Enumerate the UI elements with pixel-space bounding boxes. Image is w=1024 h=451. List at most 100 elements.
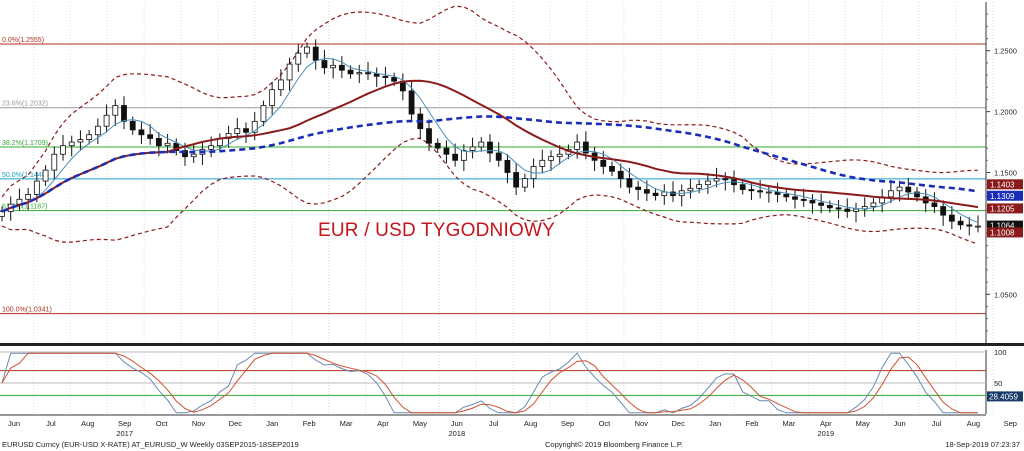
month-label: Jun bbox=[894, 419, 906, 428]
price-tag-bg bbox=[987, 179, 1023, 190]
candle-body bbox=[33, 180, 40, 195]
candle-body bbox=[190, 153, 197, 158]
candle-body bbox=[696, 184, 703, 189]
month-label: Jan bbox=[709, 419, 721, 428]
candle-body bbox=[853, 208, 859, 212]
candle-body bbox=[931, 202, 938, 207]
month-label: Apr bbox=[377, 419, 389, 428]
candle-body bbox=[112, 105, 119, 116]
panel-separator bbox=[0, 343, 1024, 346]
price-tick-label: 1.2000 bbox=[994, 108, 1017, 117]
month-label: Nov bbox=[192, 419, 206, 428]
oscillator-signal-line bbox=[1, 352, 978, 414]
candle-body bbox=[338, 64, 345, 71]
candle-body bbox=[905, 186, 912, 193]
candle-body bbox=[321, 60, 328, 69]
candle-body bbox=[844, 208, 851, 212]
month-label: Aug bbox=[81, 419, 94, 428]
month-label: Aug bbox=[967, 419, 980, 428]
candle-body bbox=[948, 214, 955, 222]
candle-body bbox=[748, 189, 755, 192]
candle-body bbox=[86, 134, 93, 141]
candle-body bbox=[809, 200, 816, 204]
month-label: Apr bbox=[820, 419, 832, 428]
candle-body bbox=[513, 172, 520, 188]
time-axis: Jun Jul Aug Sep Oct Nov Dec Jan Feb Mar Apr May Jun J… bbox=[0, 414, 1017, 438]
candle-body bbox=[138, 129, 145, 136]
candle-body bbox=[391, 77, 398, 82]
candle-body bbox=[77, 139, 84, 143]
price-tag-text: 1.1064 bbox=[990, 222, 1015, 231]
price-tag-bg bbox=[987, 190, 1023, 201]
candle-body bbox=[548, 156, 554, 161]
candle-body bbox=[957, 220, 964, 226]
month-label: Jul bbox=[46, 419, 56, 428]
price-tag: 1.1309 bbox=[987, 190, 1023, 201]
candle-body bbox=[51, 153, 58, 171]
candle-body bbox=[792, 196, 798, 200]
candle-body bbox=[504, 159, 511, 173]
candle-body bbox=[356, 72, 363, 75]
month-label: Sep bbox=[1004, 419, 1017, 428]
candle-body bbox=[765, 191, 772, 194]
candle-body bbox=[626, 178, 633, 188]
candle-body bbox=[277, 79, 284, 91]
candle-body bbox=[914, 191, 920, 198]
fib-label: 38.2%(1.1709) bbox=[2, 140, 48, 147]
candle-body bbox=[713, 178, 720, 182]
oscillator-panel: 100 50 28.4059 bbox=[0, 343, 1024, 414]
ma-short-line bbox=[1, 57, 979, 224]
month-label: Feb bbox=[303, 419, 316, 428]
candle-body bbox=[434, 142, 441, 149]
candle-body bbox=[966, 224, 973, 227]
candle-body bbox=[129, 120, 136, 131]
candle-body bbox=[635, 186, 642, 190]
candle-body bbox=[896, 186, 903, 192]
candle-body bbox=[269, 89, 276, 106]
month-label: Feb bbox=[746, 419, 759, 428]
sub-tick-label: 50 bbox=[994, 379, 1002, 388]
month-label: May bbox=[856, 419, 870, 428]
candle-body bbox=[286, 63, 293, 81]
candle-body bbox=[469, 146, 476, 151]
candle-body bbox=[68, 141, 75, 147]
candle-body bbox=[208, 145, 215, 150]
candle-body bbox=[739, 184, 746, 190]
candle-body bbox=[164, 142, 171, 147]
candle-body bbox=[661, 191, 668, 197]
candle-body bbox=[365, 72, 371, 75]
year-label: 2019 bbox=[817, 429, 834, 438]
footer-right: 18-Sep-2019 07:23:37 bbox=[945, 440, 1020, 449]
month-label: Nov bbox=[635, 419, 649, 428]
candle-body bbox=[722, 178, 729, 181]
ma-long-line bbox=[1, 115, 979, 213]
month-label: Aug bbox=[524, 419, 537, 428]
year-label: 2018 bbox=[448, 429, 465, 438]
candle-body bbox=[182, 150, 188, 158]
price-tag-bg bbox=[987, 220, 1023, 231]
fib-label: 100.0%(1.0341) bbox=[2, 307, 52, 314]
candle-body bbox=[643, 189, 650, 194]
candle-body bbox=[173, 142, 180, 151]
month-label: Jun bbox=[8, 419, 20, 428]
candle-body bbox=[687, 187, 694, 192]
month-label: Mar bbox=[340, 419, 353, 428]
candle-body bbox=[652, 192, 659, 197]
fib-label: 50.0%(1.1448) bbox=[2, 172, 48, 179]
candle-body bbox=[556, 153, 563, 158]
price-tag-text: 1.1403 bbox=[990, 180, 1015, 189]
price-tag: 1.1403 bbox=[987, 179, 1023, 190]
month-label: Mar bbox=[782, 419, 795, 428]
footer-center: Copyright© 2019 Bloomberg Finance L.P. bbox=[545, 440, 683, 449]
moving-averages bbox=[1, 57, 979, 224]
price-tag-text: 1.1205 bbox=[990, 204, 1015, 213]
candle-body bbox=[609, 166, 615, 172]
month-label: Jul bbox=[932, 419, 942, 428]
candlesticks bbox=[0, 39, 981, 236]
candle-body bbox=[704, 180, 711, 186]
candle-body bbox=[582, 141, 589, 154]
candle-body bbox=[347, 69, 354, 75]
footer-left: EURUSD Curncy (EUR-USD X-RATE) AT_EURUSD… bbox=[2, 440, 299, 449]
